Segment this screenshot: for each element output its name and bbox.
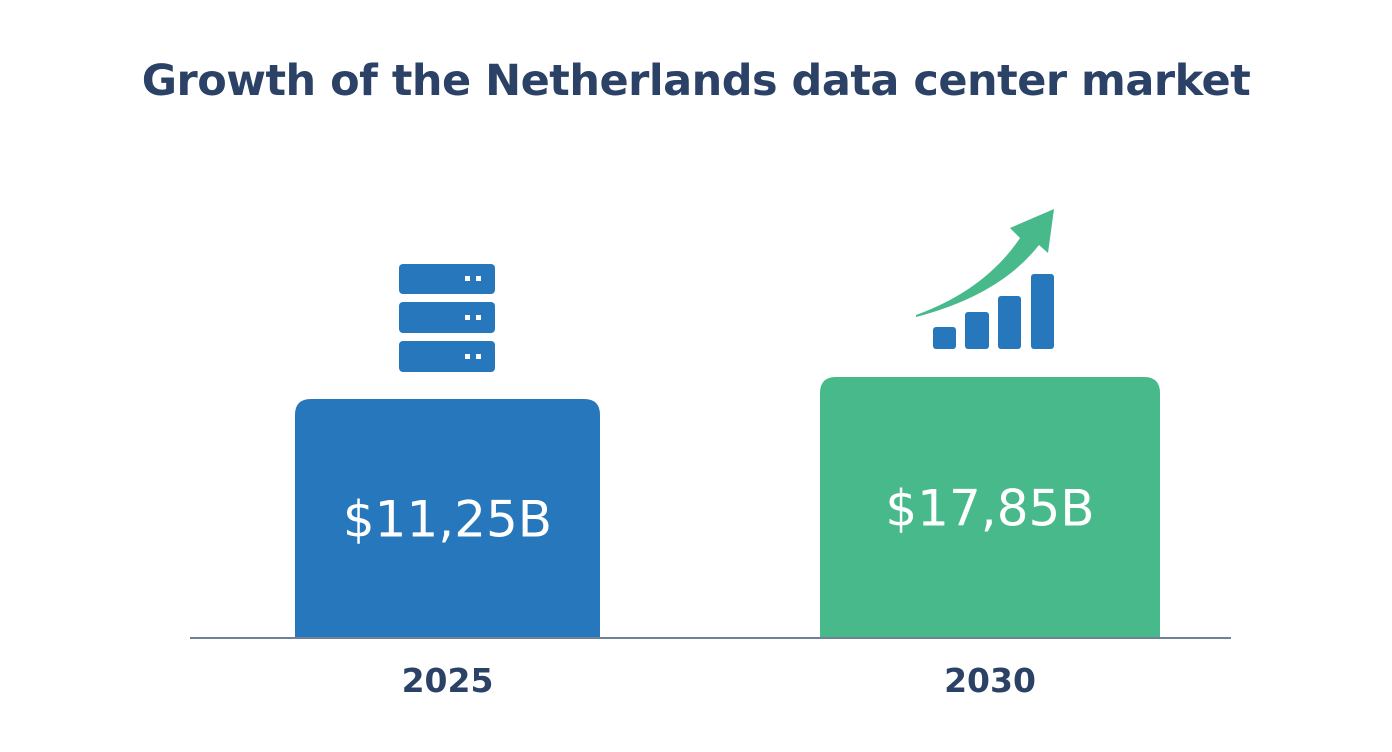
value-label-2030: $17,85B xyxy=(885,480,1094,538)
value-label-2025: $11,25B xyxy=(343,491,552,549)
chart-title: Growth of the Netherlands data center ma… xyxy=(141,56,1251,106)
bar-2025 xyxy=(295,399,600,638)
category-label-2030: 2030 xyxy=(944,661,1036,700)
server-icon xyxy=(399,264,495,372)
bar-2030 xyxy=(820,377,1160,638)
growth-chart-arrow-icon xyxy=(916,209,1054,349)
category-label-2025: 2025 xyxy=(402,661,494,700)
